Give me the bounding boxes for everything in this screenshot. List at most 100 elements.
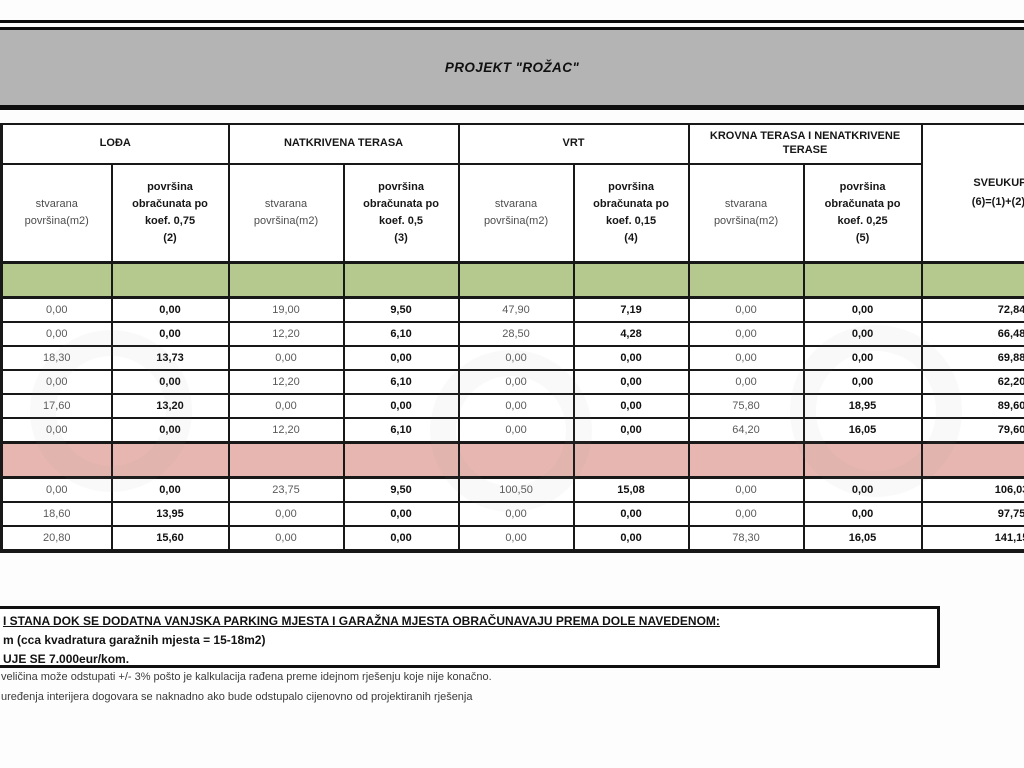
pink-band-row <box>0 441 1024 479</box>
subheader-actual-area: stvarana površina(m2) <box>457 163 575 264</box>
value-cell: 0,00 <box>457 393 575 419</box>
band-cell <box>227 441 345 479</box>
value-cell: 0,00 <box>687 501 805 527</box>
table-row: 20,80 15,60 0,00 0,00 0,00 0,00 78,30 16,05 141,… <box>0 525 1024 552</box>
value-cell: 100,50 <box>457 476 575 503</box>
group-header: LOĐA <box>0 123 230 165</box>
value-cell: 7,19 <box>572 296 690 323</box>
table-row: 0,00 0,00 12,20 6,10 0,00 0,00 0,00 0,00 62,20 <box>0 369 1024 395</box>
table-row: 0,00 0,00 19,00 9,50 47,90 7,19 0,00 0,00 72,84 <box>0 296 1024 323</box>
value-cell: 0,00 <box>572 369 690 395</box>
value-cell: 0,00 <box>457 345 575 371</box>
value-cell: 0,00 <box>110 321 230 347</box>
value-cell: 0,00 <box>802 321 923 347</box>
band-cell <box>802 261 923 299</box>
band-cell <box>110 261 230 299</box>
value-cell: 13,95 <box>110 501 230 527</box>
sub-header-row: stvarana površina(m2) površina obračunata… <box>0 163 1024 264</box>
group-header: VRT <box>457 123 690 165</box>
value-cell: 0,00 <box>687 345 805 371</box>
value-cell: 0,00 <box>227 501 345 527</box>
band-cell <box>920 441 1024 479</box>
value-cell: 0,00 <box>342 393 460 419</box>
subheader-koef-area: površina obračunata po koef. 0,5 (3) <box>342 163 460 264</box>
value-cell: 47,90 <box>457 296 575 323</box>
subheader-actual-area: stvarana površina(m2) <box>0 163 113 264</box>
value-cell: 0,00 <box>0 296 113 323</box>
value-cell: 0,00 <box>227 393 345 419</box>
green-band-row <box>0 261 1024 299</box>
value-cell: 0,00 <box>687 321 805 347</box>
value-cell: 0,00 <box>342 525 460 552</box>
value-cell: 0,00 <box>572 393 690 419</box>
band-cell <box>0 261 113 299</box>
value-cell: 64,20 <box>687 417 805 444</box>
value-cell: 62,20 <box>920 369 1024 395</box>
value-cell: 18,60 <box>0 501 113 527</box>
value-cell: 0,00 <box>227 345 345 371</box>
value-cell: 0,00 <box>110 417 230 444</box>
subheader-actual-area: stvarana površina(m2) <box>687 163 805 264</box>
value-cell: 12,20 <box>227 417 345 444</box>
value-cell: 0,00 <box>457 501 575 527</box>
value-cell: 78,30 <box>687 525 805 552</box>
band-cell <box>457 261 575 299</box>
value-cell: 12,20 <box>227 321 345 347</box>
value-cell: 0,00 <box>687 296 805 323</box>
value-cell: 0,00 <box>342 345 460 371</box>
band-cell <box>572 261 690 299</box>
table-row: 17,60 13,20 0,00 0,00 0,00 0,00 75,80 18,95 89,6… <box>0 393 1024 419</box>
note-line-1: I STANA DOK SE DODATNA VANJSKA PARKING M… <box>3 614 720 628</box>
footnote-1: veličina može odstupati +/- 3% pošto je … <box>1 671 492 683</box>
value-cell: 0,00 <box>802 476 923 503</box>
value-cell: 0,00 <box>457 369 575 395</box>
value-cell: 0,00 <box>572 501 690 527</box>
band-cell <box>0 441 113 479</box>
value-cell: 6,10 <box>342 417 460 444</box>
table-row: 0,00 0,00 12,20 6,10 0,00 0,00 64,20 16,05 79,60 <box>0 417 1024 444</box>
band-cell <box>342 441 460 479</box>
value-cell: 20,80 <box>0 525 113 552</box>
table-row: 18,60 13,95 0,00 0,00 0,00 0,00 0,00 0,00 97,75 <box>0 501 1024 527</box>
value-cell: 9,50 <box>342 296 460 323</box>
value-cell: 12,20 <box>227 369 345 395</box>
value-cell: 13,73 <box>110 345 230 371</box>
band-cell <box>110 441 230 479</box>
value-cell: 6,10 <box>342 321 460 347</box>
value-cell: 0,00 <box>572 345 690 371</box>
subheader-koef-area: površina obračunata po koef. 0,25 (5) <box>802 163 923 264</box>
band-cell <box>920 261 1024 299</box>
band-cell <box>342 261 460 299</box>
value-cell: 16,05 <box>802 525 923 552</box>
value-cell: 0,00 <box>0 417 113 444</box>
value-cell: 15,08 <box>572 476 690 503</box>
value-cell: 23,75 <box>227 476 345 503</box>
table-body: 0,00 0,00 19,00 9,50 47,90 7,19 0,00 0,00 72,84 0… <box>0 261 1024 552</box>
value-cell: 69,88 <box>920 345 1024 371</box>
value-cell: 28,50 <box>457 321 575 347</box>
subheader-actual-area: stvarana površina(m2) <box>227 163 345 264</box>
group-header: KROVNA TERASA I NENATKRIVENE TERASE <box>687 123 923 165</box>
value-cell: 0,00 <box>457 525 575 552</box>
value-cell: 97,75 <box>920 501 1024 527</box>
value-cell: 0,00 <box>802 345 923 371</box>
value-cell: 0,00 <box>342 501 460 527</box>
value-cell: 106,03 <box>920 476 1024 503</box>
band-cell <box>687 441 805 479</box>
total-column-header: SVEUKUPNO ( (6)=(1)+(2)+(3)+ <box>920 123 1024 264</box>
value-cell: 0,00 <box>110 369 230 395</box>
value-cell: 66,48 <box>920 321 1024 347</box>
value-cell: 0,00 <box>802 369 923 395</box>
value-cell: 19,00 <box>227 296 345 323</box>
table-row: 0,00 0,00 23,75 9,50 100,50 15,08 0,00 0,00 106,… <box>0 476 1024 503</box>
value-cell: 9,50 <box>342 476 460 503</box>
table-row: 18,30 13,73 0,00 0,00 0,00 0,00 0,00 0,00 69,88 <box>0 345 1024 371</box>
group-header: NATKRIVENA TERASA <box>227 123 460 165</box>
value-cell: 18,30 <box>0 345 113 371</box>
pricing-note-box: I STANA DOK SE DODATNA VANJSKA PARKING M… <box>0 606 940 668</box>
value-cell: 89,60 <box>920 393 1024 419</box>
band-cell <box>802 441 923 479</box>
table-header: LOĐA NATKRIVENA TERASA VRT KROVNA TERASA I … <box>0 123 1024 264</box>
banner-top-line <box>0 20 1024 23</box>
